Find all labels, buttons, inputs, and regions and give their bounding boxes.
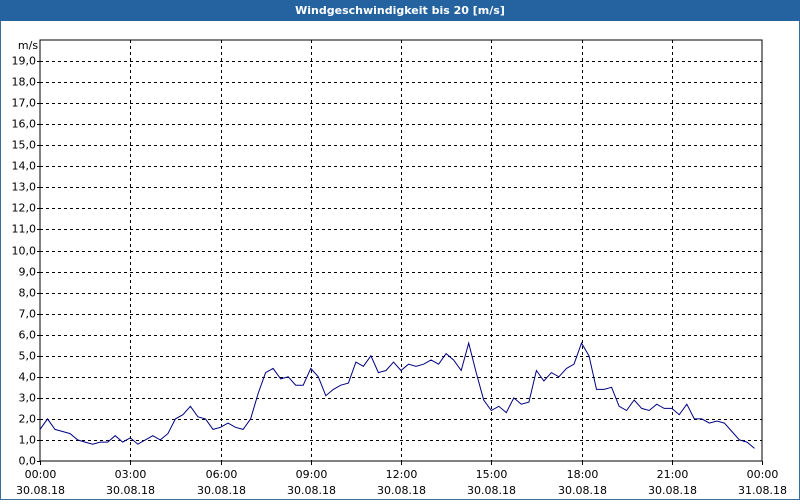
x-tick-date: 30.08.18 bbox=[377, 484, 426, 497]
x-tick-date: 30.08.18 bbox=[558, 484, 607, 497]
x-tick-label: 00:00 bbox=[25, 468, 57, 481]
y-tick-label: 8,0 bbox=[19, 287, 37, 300]
y-tick-label: 15,0 bbox=[12, 139, 37, 152]
x-tick-date: 30.08.18 bbox=[197, 484, 246, 497]
y-tick-label: 9,0 bbox=[19, 266, 37, 279]
y-tick-label: 14,0 bbox=[12, 160, 37, 173]
x-tick-label: 15:00 bbox=[476, 468, 508, 481]
y-tick-label: 0,0 bbox=[19, 455, 37, 468]
y-tick-label: 5,0 bbox=[19, 350, 37, 363]
x-tick-date: 30.08.18 bbox=[287, 484, 336, 497]
x-tick-label: 12:00 bbox=[386, 468, 418, 481]
x-tick-label: 18:00 bbox=[567, 468, 599, 481]
y-tick-label: 13,0 bbox=[12, 181, 37, 194]
y-tick-label: 6,0 bbox=[19, 329, 37, 342]
x-tick-date: 30.08.18 bbox=[16, 484, 65, 497]
chart-title: Windgeschwindigkeit bis 20 [m/s] bbox=[295, 4, 505, 17]
data-line bbox=[39, 341, 755, 449]
x-tick-label: 21:00 bbox=[657, 468, 689, 481]
x-tick-label: 03:00 bbox=[115, 468, 147, 481]
x-tick-label: 00:00 bbox=[747, 468, 779, 481]
y-tick-label: 17,0 bbox=[12, 97, 37, 110]
y-tick-label: 7,0 bbox=[19, 308, 37, 321]
y-tick-label: 12,0 bbox=[12, 202, 37, 215]
x-tick-date: 30.08.18 bbox=[467, 484, 516, 497]
y-tick-label: 11,0 bbox=[12, 223, 37, 236]
y-tick-label: 3,0 bbox=[19, 392, 37, 405]
x-tick-date: 31.08.18 bbox=[738, 484, 787, 497]
x-tick-label: 06:00 bbox=[206, 468, 238, 481]
y-unit: m/s bbox=[18, 39, 38, 52]
y-tick-label: 2,0 bbox=[19, 413, 37, 426]
y-tick-label: 19,0 bbox=[12, 55, 37, 68]
y-tick-label: 1,0 bbox=[19, 434, 37, 447]
x-tick-date: 30.08.18 bbox=[106, 484, 155, 497]
y-tick-label: 10,0 bbox=[12, 245, 37, 258]
x-tick-label: 09:00 bbox=[296, 468, 328, 481]
y-tick-label: 16,0 bbox=[12, 118, 37, 131]
x-tick-date: 30.08.18 bbox=[648, 484, 697, 497]
y-tick-label: 18,0 bbox=[12, 76, 37, 89]
title-bar bbox=[0, 0, 800, 21]
y-tick-label: 4,0 bbox=[19, 371, 37, 384]
